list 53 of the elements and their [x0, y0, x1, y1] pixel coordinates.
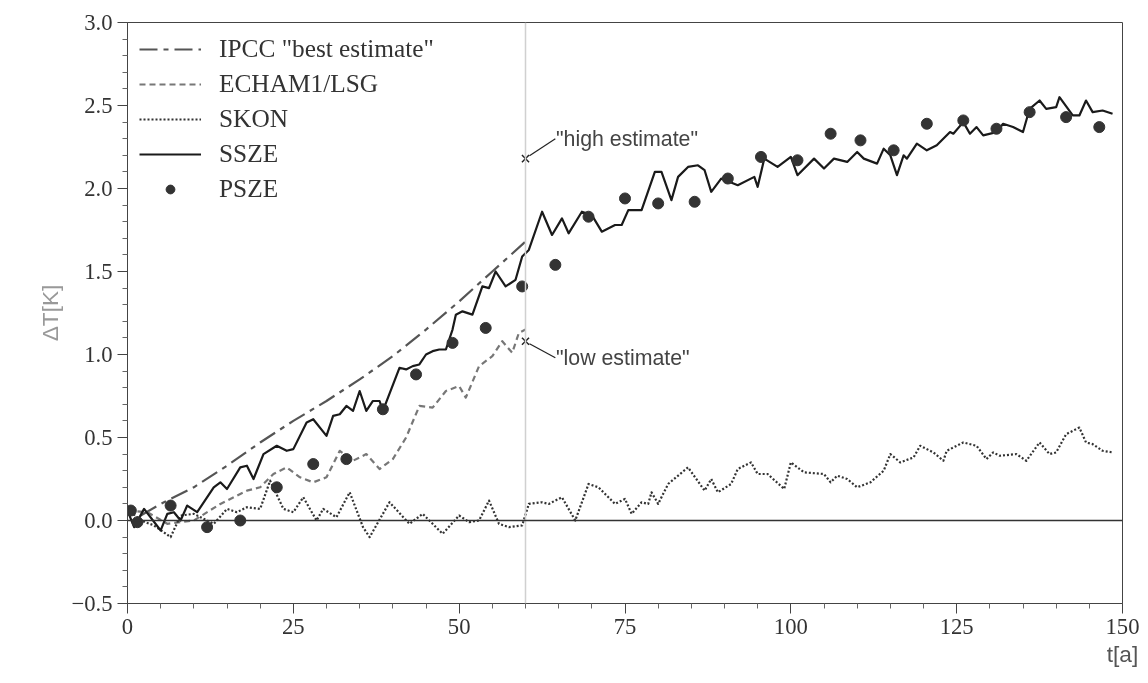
point: [1023, 106, 1036, 119]
point: [582, 210, 595, 223]
legend-label: ECHAM1/LSG: [219, 69, 379, 98]
point: [957, 114, 970, 127]
point: [410, 368, 423, 381]
line-series: [127, 96, 1114, 532]
point: [446, 336, 459, 349]
point: [340, 453, 353, 466]
point: [1093, 121, 1106, 134]
y-axis-title: ΔT[K]: [37, 284, 64, 342]
x-tick-label: 25: [282, 613, 305, 639]
legend-label: SSZE: [219, 139, 279, 168]
point: [619, 192, 631, 205]
point: [270, 481, 283, 494]
x-tick-label: 50: [447, 613, 471, 639]
point: [307, 458, 320, 471]
legend-label: PSZE: [219, 174, 279, 203]
y-tick-label: −0.5: [71, 591, 113, 616]
x-tick-label: 0: [121, 613, 134, 639]
y-tick-label: 0.0: [84, 508, 113, 533]
legend-label: IPCC "best estimate": [219, 34, 434, 63]
x-tick-label: 75: [613, 613, 637, 639]
point: [688, 195, 701, 208]
point: [721, 172, 734, 185]
point: [791, 154, 804, 167]
y-tick-label: 3.0: [84, 10, 113, 35]
y-tick-label: 1.0: [84, 342, 113, 367]
point: [652, 197, 665, 210]
legend-label: SKON: [219, 104, 288, 133]
y-tick-label: 1.5: [84, 259, 113, 284]
point: [201, 521, 214, 534]
point: [164, 499, 177, 512]
point: [234, 514, 247, 527]
point: [1060, 111, 1073, 124]
point: [376, 403, 389, 416]
point: [887, 144, 900, 157]
y-tick-label: 2.5: [84, 93, 113, 118]
x-axis-title: t[a]: [1106, 640, 1139, 667]
point: [824, 127, 837, 140]
x-tick-label: 150: [1105, 613, 1140, 639]
y-tick-label: 0.5: [84, 425, 113, 450]
x-tick-label: 100: [773, 613, 808, 639]
point: [131, 516, 144, 529]
point: [479, 321, 492, 334]
point: [754, 150, 767, 163]
annotation: "low estimate": [556, 345, 690, 370]
point: [990, 122, 1003, 135]
annotation: "high estimate": [556, 126, 699, 151]
point: [920, 117, 933, 130]
point: [549, 258, 562, 271]
y-tick-label: 2.0: [84, 176, 113, 201]
x-tick-label: 125: [939, 613, 974, 639]
point: [854, 134, 867, 147]
